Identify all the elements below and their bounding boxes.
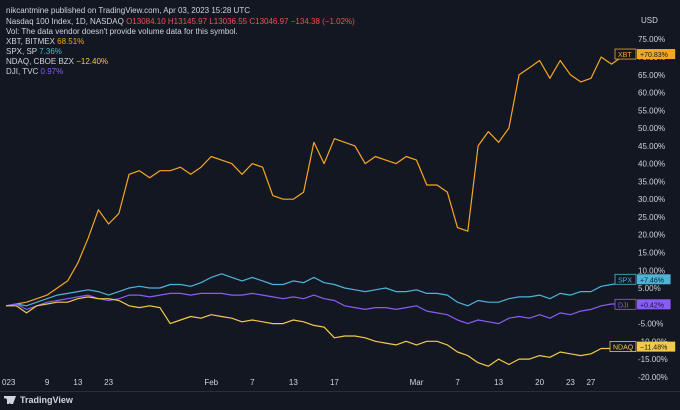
- x-tick-label: Feb: [204, 378, 218, 387]
- legend-name: DJI, TVC: [6, 67, 41, 76]
- x-tick-label: 20: [535, 378, 544, 387]
- series-tag-value: +70.83%: [640, 52, 668, 59]
- currency-label: USD: [641, 16, 658, 25]
- y-tick-label: 55.00%: [638, 106, 665, 115]
- symbol-name[interactable]: Nasdaq 100 Index, 1D, NASDAQ: [6, 17, 124, 26]
- legend-value: −12.40%: [76, 57, 109, 66]
- y-tick-label: 45.00%: [638, 142, 665, 151]
- series-tag-name-box: [614, 273, 637, 285]
- x-tick-label: 9: [45, 378, 50, 387]
- legend-value: 0.97%: [40, 67, 64, 76]
- series-tag-spx: SPX +7.46%: [614, 273, 671, 285]
- x-tick-label: 23: [104, 378, 113, 387]
- series-tag-name: SPX: [618, 277, 632, 284]
- y-tick-label: 35.00%: [638, 177, 665, 186]
- x-axis: 023 9 13 23 Feb 7 13 17 Mar 7 13 20 23 27: [2, 378, 596, 387]
- publish-text: nikcantmine published on TradingView.com…: [6, 6, 250, 15]
- y-tick-label: 20.00%: [638, 231, 665, 240]
- high-value: H13145.97: [167, 17, 208, 26]
- x-tick-label: 27: [586, 378, 595, 387]
- y-tick-label: 40.00%: [638, 160, 665, 169]
- x-tick-label: 7: [250, 378, 255, 387]
- y-tick-label: 75.00%: [638, 35, 665, 44]
- tradingview-logo[interactable]: TradingView: [4, 395, 73, 405]
- series-tag-ndaq: NDAQ −11.48%: [609, 341, 676, 353]
- series-tag-name-box: [609, 341, 637, 353]
- series-tag-name-box: [614, 48, 637, 60]
- y-axis: 75.00%70.00%65.00%60.00%55.00%50.00%45.0…: [638, 35, 668, 382]
- y-tick-label: 30.00%: [638, 195, 665, 204]
- x-tick-label: 7: [455, 378, 460, 387]
- tradingview-logo-icon: [4, 396, 16, 404]
- x-tick-label: 13: [289, 378, 298, 387]
- y-tick-label: 5.00%: [638, 284, 661, 293]
- series-tag-xbt: XBT +70.83%: [614, 48, 676, 60]
- y-tick-label: -5.00%: [638, 320, 663, 329]
- series-tag-value: +7.46%: [640, 277, 664, 284]
- legend-row[interactable]: SPX, SP 7.36%: [6, 47, 62, 56]
- series-tag-name: XBT: [618, 52, 632, 59]
- series-line-xbt: [5, 53, 633, 307]
- y-tick-label: 15.00%: [638, 248, 665, 257]
- series-line-dji: [5, 292, 633, 325]
- volume-line: Vol: The data vendor doesn't provide vol…: [6, 27, 238, 36]
- y-tick-label: 65.00%: [638, 71, 665, 80]
- volume-text: Vol: The data vendor doesn't provide vol…: [6, 27, 238, 36]
- series-tag-value-box: [637, 341, 676, 352]
- series-tags: XBT +70.83% SPX +7.46% DJI +0.42% NDAQ −11.48%: [609, 48, 676, 353]
- legend-row[interactable]: XBT, BITMEX 68.51%: [6, 37, 84, 46]
- series-tag-name: DJI: [618, 302, 629, 309]
- main-symbol-line: Nasdaq 100 Index, 1D, NASDAQ O13084.10 H…: [6, 17, 355, 26]
- series-tag-value: +0.42%: [640, 302, 664, 309]
- x-tick-label: 23: [566, 378, 575, 387]
- brand-text: TradingView: [20, 395, 73, 405]
- series-tag-value-box: [637, 49, 676, 60]
- legend-value: 68.51%: [57, 37, 85, 46]
- x-tick-label: 13: [73, 378, 82, 387]
- close-value: C13046.97: [249, 17, 289, 26]
- series-tag-dji: DJI +0.42%: [614, 298, 671, 310]
- series-tag-value-box: [637, 274, 671, 285]
- y-tick-label: 25.00%: [638, 213, 665, 222]
- legend-row[interactable]: DJI, TVC 0.97%: [6, 67, 63, 76]
- y-tick-label: 50.00%: [638, 124, 665, 133]
- y-tick-label: 60.00%: [638, 89, 665, 98]
- y-tick-label: -15.00%: [638, 355, 668, 364]
- y-tick-label: 10.00%: [638, 266, 665, 275]
- legend-name: XBT, BITMEX: [6, 37, 58, 46]
- legend-row[interactable]: NDAQ, CBOE BZX −12.40%: [6, 57, 108, 66]
- y-tick-label: -20.00%: [638, 373, 668, 382]
- publish-line: nikcantmine published on TradingView.com…: [6, 6, 250, 15]
- open-value: O13084.10: [126, 17, 166, 26]
- x-tick-label: 17: [330, 378, 339, 387]
- x-tick-label: 13: [494, 378, 503, 387]
- legend-value: 7.36%: [39, 47, 62, 56]
- series-tag-value: −11.48%: [640, 345, 667, 352]
- footer-bar: TradingView: [0, 391, 680, 410]
- series-layer: [5, 53, 633, 367]
- series-tag-name: NDAQ: [613, 345, 634, 352]
- series-line-ndaq: [6, 296, 633, 367]
- x-tick-label: Mar: [410, 378, 424, 387]
- legend-name: SPX, SP: [6, 47, 40, 56]
- low-value: L13036.55: [209, 17, 248, 26]
- x-tick-label: 023: [2, 378, 16, 387]
- series-tag-name-box: [614, 298, 637, 310]
- series-line-spx: [5, 273, 633, 307]
- series-tag-value-box: [637, 299, 671, 310]
- legend-name: NDAQ, CBOE BZX: [6, 57, 77, 66]
- change-value: −134.38 (−1.02%): [290, 17, 355, 26]
